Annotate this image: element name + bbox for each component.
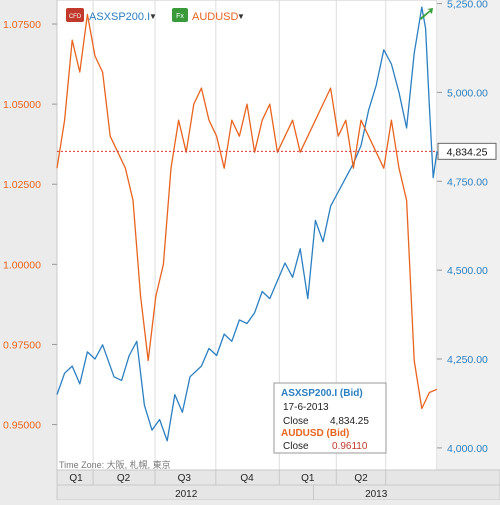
legend-asx-dropdown-icon[interactable]: ▼ (149, 12, 157, 21)
left-axis-tick-label: 1.05000 (3, 99, 41, 111)
current-value-box (437, 142, 497, 160)
legend-asx-label[interactable]: ASXSP200.I (89, 11, 150, 23)
right-axis-tick-label: 5,000.00 (447, 87, 488, 99)
legend-aud-dropdown-icon[interactable]: ▼ (237, 12, 245, 21)
tooltip-box (273, 382, 387, 454)
x-axis-quarter-label: Q4 (240, 473, 254, 484)
left-axis-tick-label: 1.02500 (3, 179, 41, 191)
tooltip-date: 17-6-2013 (283, 402, 329, 413)
tooltip-series2-name: AUDUSD (Bid) (281, 428, 349, 439)
x-axis-quarter-label: Q2 (117, 473, 131, 484)
x-axis: Q1 Q2 Q3 Q4 Q1 Q2 2012 2013 (57, 470, 500, 500)
current-value-label: 4,834.25 (447, 146, 488, 158)
x-axis-quarter-label: Q2 (354, 473, 368, 484)
time-zone-label: Time Zone: 大阪, 札幌, 東京 (59, 459, 171, 470)
tooltip-series1-name: ASXSP200.I (Bid) (281, 388, 363, 399)
fx-badge-icon (172, 8, 188, 22)
fx-badge-text: Fx (176, 13, 184, 20)
cfd-badge-icon (66, 8, 84, 22)
series-line-asxsp200 (56, 6, 438, 442)
tooltip-series2-close-label: Close (283, 441, 309, 452)
cfd-badge-text: CFD (69, 14, 82, 20)
left-axis-tick-label: 1.07500 (3, 19, 41, 31)
series-line-audusd (56, 13, 438, 410)
legend-aud-label[interactable]: AUDUSD (192, 11, 239, 23)
x-axis-year-label: 2012 (175, 489, 198, 500)
x-axis-year-label: 2013 (365, 489, 388, 500)
tooltip-series1-close-value: 4,834.25 (330, 416, 369, 427)
x-axis-quarter-label: Q3 (178, 473, 192, 484)
legend[interactable]: CFD ASXSP200.I ▼ Fx AUDUSD ▼ (66, 8, 245, 23)
right-axis-tick-label: 4,500.00 (447, 265, 488, 277)
right-axis-tick-label: 4,000.00 (447, 443, 488, 455)
right-axis: 5,250.00 5,000.00 4,750.00 4,500.00 4,250.00… (437, 0, 488, 455)
right-axis-panel (437, 0, 500, 470)
left-axis-tick-label: 0.97500 (3, 339, 41, 351)
left-axis-tick-label: 1.00000 (3, 259, 41, 271)
trend-up-icon (420, 8, 433, 20)
right-axis-tick-label: 4,250.00 (447, 354, 488, 366)
right-axis-tick-label: 4,750.00 (447, 176, 488, 188)
tooltip-series2-close-value: 0.96110 (332, 441, 368, 452)
x-axis-quarter-label: Q1 (69, 473, 83, 484)
left-axis-tick-label: 0.95000 (3, 420, 41, 432)
left-axis: 1.07500 1.05000 1.02500 1.00000 0.97500 0.950… (3, 19, 57, 432)
right-axis-tick-label: 5,250.00 (447, 0, 488, 11)
tooltip-series1-close-label: Close (283, 416, 309, 427)
x-axis-quarter-label: Q1 (301, 473, 315, 484)
series-layer (56, 6, 438, 442)
tooltip: ASXSP200.I (Bid) 17-6-2013 Close 4,834.2… (273, 382, 387, 454)
